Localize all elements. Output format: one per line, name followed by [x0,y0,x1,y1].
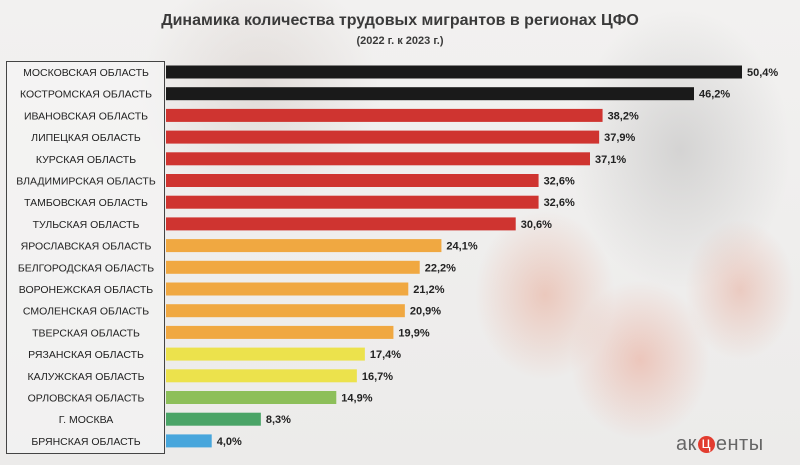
bar-value-label: 37,1% [595,154,626,166]
bar-value-label: 24,1% [446,241,477,253]
bar [166,260,420,274]
category-label: КУРСКАЯ ОБЛАСТЬ [36,154,136,166]
category-label: КАЛУЖСКАЯ ОБЛАСТЬ [28,371,145,383]
category-label: ТУЛЬСКАЯ ОБЛАСТЬ [33,219,140,231]
category-label: Г. МОСКВА [59,414,114,426]
bar [166,282,409,296]
logo-accent-letter: ц [697,436,715,453]
category-label: ВЛАДИМИРСКАЯ ОБЛАСТЬ [16,176,156,188]
bar [166,130,600,144]
category-label: РЯЗАНСКАЯ ОБЛАСТЬ [28,349,144,361]
bar [166,304,405,318]
bar [166,369,357,383]
bar-value-label: 50,4% [747,67,778,79]
chart-subtitle: (2022 г. к 2023 г.) [356,35,444,47]
bar [166,108,603,122]
category-label: ТАМБОВСКАЯ ОБЛАСТЬ [24,197,148,209]
bar-value-label: 32,6% [544,176,575,188]
bar-value-label: 21,2% [413,284,444,296]
category-label: ИВАНОВСКАЯ ОБЛАСТЬ [24,110,148,122]
bar [166,65,742,79]
bar [166,391,337,404]
bar [166,347,365,361]
category-label-box [6,61,165,454]
bar [166,434,212,448]
category-label: ЯРОСЛАВСКАЯ ОБЛАСТЬ [21,241,152,253]
category-label: ВОРОНЕЖСКАЯ ОБЛАСТЬ [19,284,153,296]
bar-value-label: 14,9% [341,393,372,405]
bar-value-label: 32,6% [544,197,575,209]
category-label: БЕЛГОРОДСКАЯ ОБЛАСТЬ [18,262,154,274]
chart-title: Динамика количества трудовых мигрантов в… [161,12,639,29]
category-label: БРЯНСКАЯ ОБЛАСТЬ [31,436,140,448]
bar-value-label: 17,4% [370,349,401,361]
bar-value-label: 37,9% [604,132,635,144]
bar [166,152,590,166]
bar-value-label: 30,6% [521,219,552,231]
bar [166,412,261,426]
category-label: ЛИПЕЦКАЯ ОБЛАСТЬ [31,132,141,144]
category-label: КОСТРОМСКАЯ ОБЛАСТЬ [20,89,152,101]
bar-value-label: 20,9% [410,306,441,318]
bar-value-label: 19,9% [398,327,429,339]
bar [166,174,539,187]
bar [166,239,442,253]
bar-value-label: 16,7% [362,371,393,383]
bar [166,195,539,209]
bar-value-label: 46,2% [699,89,730,101]
category-label: МОСКОВСКАЯ ОБЛАСТЬ [23,67,149,79]
bar-value-label: 8,3% [266,414,291,426]
bar [166,87,694,101]
category-label: ТВЕРСКАЯ ОБЛАСТЬ [32,327,140,339]
bar-value-label: 4,0% [217,436,242,448]
category-label: ОРЛОВСКАЯ ОБЛАСТЬ [28,393,145,405]
bar-value-label: 22,2% [425,262,456,274]
category-label: СМОЛЕНСКАЯ ОБЛАСТЬ [23,306,149,318]
bar [166,325,394,339]
bar [166,217,516,231]
bar-value-label: 38,2% [608,110,639,122]
akcenty-logo: ак ц енты [676,433,764,455]
